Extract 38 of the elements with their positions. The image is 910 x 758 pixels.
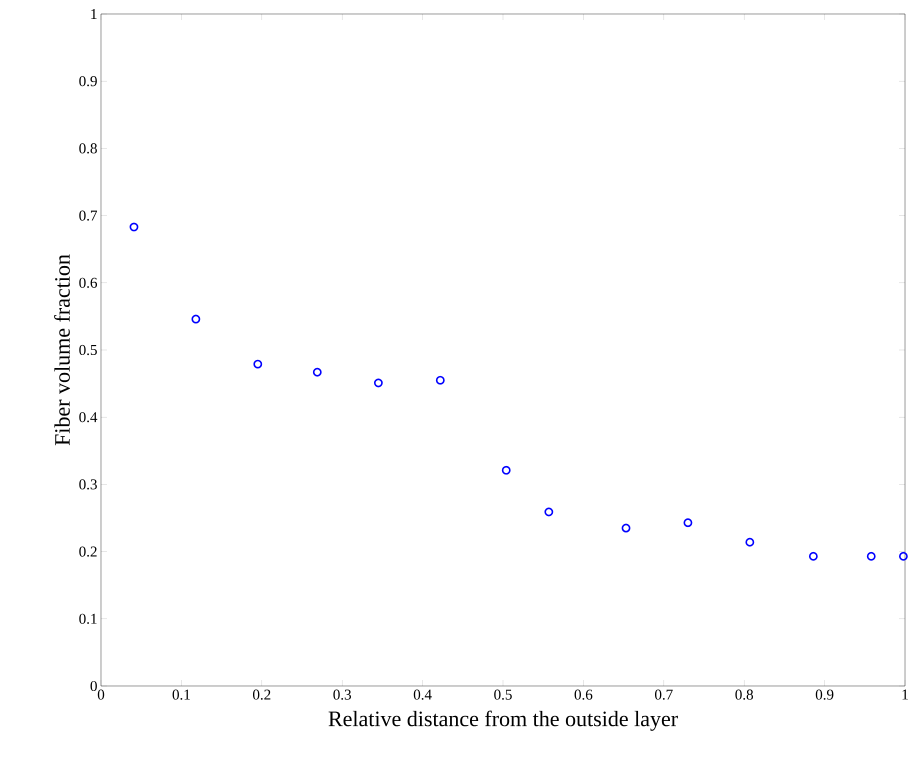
x-tick-label: 0.2 [252,690,270,700]
point [866,552,876,561]
point [436,376,445,385]
y-tick-label: 0.2 [79,546,97,557]
point [808,552,818,561]
x-tick-label: 0.3 [333,690,351,700]
x-tick-label: 0.9 [816,690,834,700]
point [899,552,908,561]
y-tick-label: 0.7 [79,210,98,221]
point [622,524,630,532]
point [502,466,511,475]
point [130,222,138,232]
point [684,518,692,528]
x-axis-title: Relative distance from the outside layer [328,710,678,731]
x-tick-label: 0.4 [414,690,432,700]
x-tick-label: 1 [902,690,908,700]
y-tick-label: 0.6 [79,278,98,288]
y-axis-title: Fiber volume fraction [54,254,70,446]
point [374,378,383,388]
point [253,360,262,369]
y-tick-label: 0.5 [79,344,97,356]
y-tick-label: 0.1 [79,614,97,624]
y-tick-label: 0 [90,680,97,692]
x-tick-label: 0.5 [494,690,512,700]
point [312,368,322,377]
x-tick-label: 0.7 [654,690,673,700]
y-tick-label: 0.9 [79,76,97,86]
point [544,508,554,516]
y-tick-label: 0.4 [79,412,98,422]
y-tick-label: 1 [91,9,97,19]
x-tick-label: 0.1 [172,690,190,700]
point [745,538,754,547]
point [191,314,200,324]
y-tick-label: 0.3 [79,479,97,490]
y-tick-label: 0.8 [79,143,97,154]
x-tick-label: 0 [98,690,104,700]
x-tick-label: 0.6 [574,690,592,700]
x-tick-label: 0.8 [735,690,754,700]
